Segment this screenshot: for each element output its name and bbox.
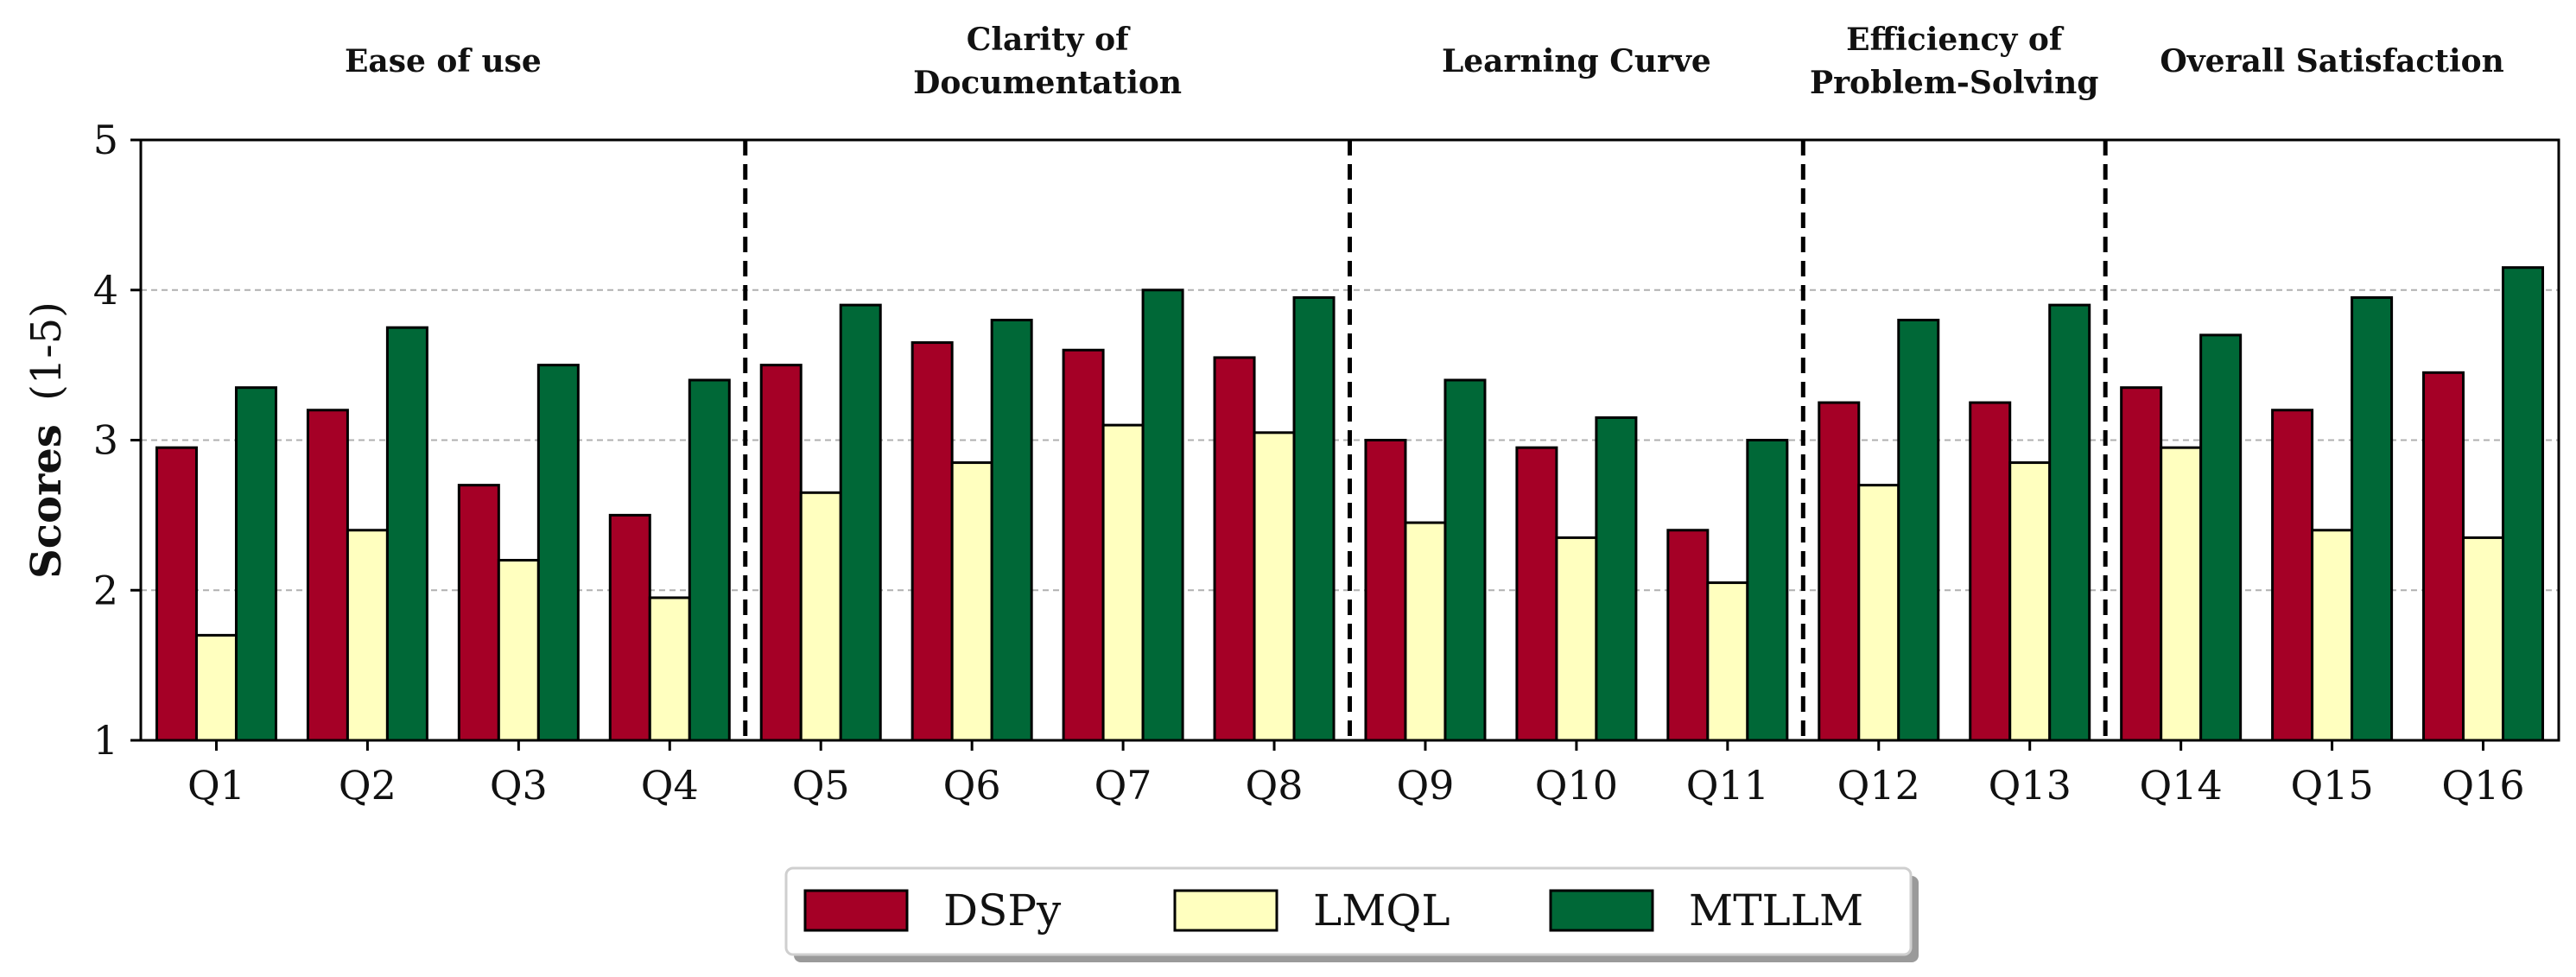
bar-mtllm-q8 [1292,295,1336,742]
y-axis-label: Scores (1-5) [22,301,71,579]
y-tick-label: 4 [93,267,118,314]
legend-label-mtllm: MTLLM [1689,885,1863,936]
bar-dspy-q3 [457,484,500,742]
bar-mtllm-q12 [1897,319,1940,742]
x-tick-label: Q7 [1094,762,1152,809]
legend: DSPy LMQL MTLLM [784,866,1919,962]
bar-mtllm-q10 [1595,416,1638,742]
bar-mtllm-q3 [536,364,580,742]
bar-lmql-q11 [1706,581,1749,742]
x-tick-label: Q16 [2441,762,2524,809]
bar-dspy-q2 [306,409,349,742]
x-tick-label: Q4 [641,762,699,809]
bar-lmql-q7 [1101,423,1145,742]
bar-mtllm-q13 [2048,303,2091,742]
bar-dspy-q16 [2422,371,2465,742]
bar-mtllm-q14 [2199,333,2243,742]
bar-dspy-q5 [759,364,803,742]
x-tick-label: Q6 [943,762,1001,809]
group-title-line: Efficiency of [1846,22,2065,58]
bar-lmql-q14 [2160,446,2203,742]
legend-swatch-mtllm [1549,889,1654,932]
x-tick-label: Q15 [2290,762,2373,809]
x-axis-ticks: Q1 Q2 Q3 Q4 Q5 Q6 Q7 Q8 Q9 Q10 Q11 Q12 Q13 Q14 Q15 Q16 [187,740,2525,809]
group-title: Learning Curve [1442,43,1711,79]
group-title: Overall Satisfaction [2160,43,2503,79]
bar-lmql-q16 [2462,536,2505,742]
legend-label-dspy: DSPy [943,885,1062,936]
bar-lmql-q6 [950,461,993,742]
bar-mtllm-q11 [1746,439,1789,742]
x-tick-label: Q13 [1989,762,2072,809]
x-tick-label: Q2 [339,762,397,809]
y-tick-label: 2 [93,567,118,613]
bar-mtllm-q9 [1443,378,1487,742]
x-tick-label: Q12 [1837,762,1920,809]
x-tick-label: Q11 [1686,762,1769,809]
y-tick-label: 5 [93,117,118,163]
group-separators [743,140,2108,740]
bar-lmql-q3 [497,559,540,742]
bar-dspy-q14 [2120,386,2163,742]
bar-lmql-q8 [1253,431,1296,742]
bar-dspy-q1 [155,446,198,742]
x-tick-label: Q10 [1535,762,1618,809]
bar-mtllm-q15 [2351,295,2394,742]
group-title-line: Clarity of [967,22,1131,58]
x-tick-label: Q8 [1246,762,1304,809]
bar-lmql-q9 [1404,521,1447,742]
bar-lmql-q1 [194,633,238,742]
bars [155,266,2545,742]
bar-mtllm-q4 [688,378,731,742]
legend-swatch-dspy [803,889,909,932]
bar-lmql-q10 [1555,536,1598,742]
group-titles: Ease of use Clarity of Documentation Learni… [345,22,2504,101]
x-tick-label: Q14 [2140,762,2223,809]
x-tick-label: Q1 [187,762,245,809]
bar-lmql-q2 [346,529,389,742]
bar-mtllm-q2 [385,326,428,742]
bar-dspy-q6 [910,341,954,742]
bar-dspy-q8 [1213,356,1256,742]
bar-lmql-q15 [2311,529,2354,742]
bar-lmql-q4 [648,596,691,742]
group-title: Ease of use [345,43,542,79]
bar-dspy-q9 [1364,439,1407,742]
bar-mtllm-q7 [1141,289,1184,742]
bar-dspy-q10 [1515,446,1558,742]
x-tick-label: Q5 [792,762,850,809]
bar-lmql-q12 [1857,484,1900,742]
bar-dspy-q4 [608,513,651,742]
bar-mtllm-q5 [839,303,882,742]
bar-mtllm-q16 [2502,266,2545,742]
legend-label-lmql: LMQL [1313,885,1450,936]
group-title-line: Problem-Solving [1810,65,2098,101]
bar-dspy-q12 [1818,401,1861,742]
x-tick-label: Q3 [490,762,548,809]
x-tick-label: Q9 [1396,762,1454,809]
group-title-line: Documentation [913,65,1182,101]
legend-swatch-lmql [1173,889,1278,932]
y-axis-ticks: 1 2 3 4 5 [93,117,141,764]
y-axis-label-unit: (1-5) [22,301,71,401]
bar-mtllm-q1 [234,386,277,742]
bar-dspy-q7 [1062,348,1105,742]
bar-dspy-q13 [1969,401,2012,742]
bar-dspy-q11 [1666,529,1710,742]
bar-dspy-q15 [2271,409,2314,742]
bar-lmql-q5 [799,491,842,742]
y-tick-label: 3 [93,417,118,464]
bar-mtllm-q6 [990,319,1033,742]
bar-lmql-q13 [2008,461,2052,742]
y-axis-label-bold: Scores [22,424,71,579]
y-tick-label: 1 [93,717,118,764]
